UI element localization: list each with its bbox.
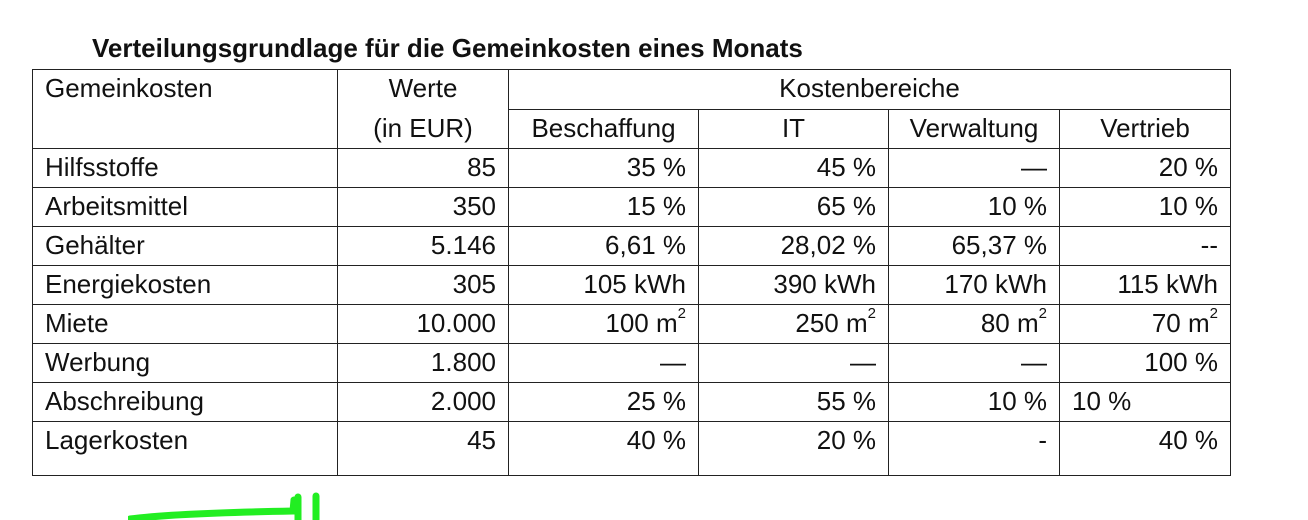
cell-beschaffung: 35 % xyxy=(508,148,699,188)
superscript: 2 xyxy=(1038,305,1047,323)
row-value: 350 xyxy=(337,187,509,227)
cell-beschaffung: 40 % xyxy=(508,421,699,476)
cell-vertrieb: 70 m2 xyxy=(1059,304,1231,344)
cell-it: 65 % xyxy=(698,187,889,227)
cell-it: 20 % xyxy=(698,421,889,476)
superscript: 2 xyxy=(1209,305,1218,323)
row-name: Arbeitsmittel xyxy=(32,187,338,227)
cell-verwaltung: 10 % xyxy=(888,382,1060,422)
cell-it: 390 kWh xyxy=(698,265,889,305)
header-vertrieb: Vertrieb xyxy=(1059,109,1231,149)
cell-vertrieb: -- xyxy=(1059,226,1231,266)
row-name: Miete xyxy=(32,304,338,344)
cell-it: 250 m2 xyxy=(698,304,889,344)
table-row: Lagerkosten 45 40 % 20 % - 40 % xyxy=(32,421,1231,476)
cell-beschaffung: — xyxy=(508,343,699,383)
table-row: Abschreibung 2.000 25 % 55 % 10 % 10 % xyxy=(32,382,1231,422)
cell-vertrieb: 100 % xyxy=(1059,343,1231,383)
table-row: Arbeitsmittel 350 15 % 65 % 10 % 10 % xyxy=(32,187,1231,227)
cell-beschaffung: 105 kWh xyxy=(508,265,699,305)
cell-vertrieb: 115 kWh xyxy=(1059,265,1231,305)
header-it: IT xyxy=(698,109,889,149)
cell-verwaltung: — xyxy=(888,148,1060,188)
header-werte-unit: (in EUR) xyxy=(337,109,509,149)
cell-verwaltung: 170 kWh xyxy=(888,265,1060,305)
cell-vertrieb: 20 % xyxy=(1059,148,1231,188)
row-value: 45 xyxy=(337,421,509,476)
row-name: Energiekosten xyxy=(32,265,338,305)
header-kostenbereiche: Kostenbereiche xyxy=(508,69,1231,110)
cell-it: 55 % xyxy=(698,382,889,422)
cell-vertrieb: 40 % xyxy=(1059,421,1231,476)
cell-verwaltung: - xyxy=(888,421,1060,476)
table-row: Hilfsstoffe 85 35 % 45 % — 20 % xyxy=(32,148,1231,188)
header-gemeinkosten: Gemeinkosten xyxy=(32,69,338,110)
row-value: 85 xyxy=(337,148,509,188)
row-value: 1.800 xyxy=(337,343,509,383)
row-name: Hilfsstoffe xyxy=(32,148,338,188)
cell-verwaltung: 65,37 % xyxy=(888,226,1060,266)
page-title: Verteilungsgrundlage für die Gemeinkoste… xyxy=(92,33,803,63)
cell-it: 28,02 % xyxy=(698,226,889,266)
row-name: Lagerkosten xyxy=(32,421,338,476)
row-name: Werbung xyxy=(32,343,338,383)
cell-beschaffung: 100 m2 xyxy=(508,304,699,344)
table-subheader-row: (in EUR) Beschaffung IT Verwaltung Vertr… xyxy=(32,109,1231,149)
table-row: Energiekosten 305 105 kWh 390 kWh 170 kW… xyxy=(32,265,1231,305)
table-row: Gehälter 5.146 6,61 % 28,02 % 65,37 % -- xyxy=(32,226,1231,266)
row-value: 5.146 xyxy=(337,226,509,266)
table-row: Miete 10.000 100 m2 250 m2 80 m2 70 m2 xyxy=(32,304,1231,344)
green-highlight-mark xyxy=(128,492,320,520)
row-value: 10.000 xyxy=(337,304,509,344)
row-value: 2.000 xyxy=(337,382,509,422)
header-werte: Werte xyxy=(337,69,509,110)
cost-distribution-table: Gemeinkosten Werte Kostenbereiche (in EU… xyxy=(32,69,1231,476)
header-gemeinkosten-continued xyxy=(32,109,338,149)
cell-beschaffung: 25 % xyxy=(508,382,699,422)
row-name: Gehälter xyxy=(32,226,338,266)
superscript: 2 xyxy=(677,305,686,323)
cell-it: — xyxy=(698,343,889,383)
cell-beschaffung: 15 % xyxy=(508,187,699,227)
row-name: Abschreibung xyxy=(32,382,338,422)
header-beschaffung: Beschaffung xyxy=(508,109,699,149)
superscript: 2 xyxy=(867,305,876,323)
cell-verwaltung: 80 m2 xyxy=(888,304,1060,344)
cell-beschaffung: 6,61 % xyxy=(508,226,699,266)
row-value: 305 xyxy=(337,265,509,305)
cell-verwaltung: 10 % xyxy=(888,187,1060,227)
header-verwaltung: Verwaltung xyxy=(888,109,1060,149)
table-header-row: Gemeinkosten Werte Kostenbereiche xyxy=(32,69,1231,110)
cell-vertrieb: 10 % xyxy=(1059,382,1231,422)
cell-vertrieb: 10 % xyxy=(1059,187,1231,227)
cell-it: 45 % xyxy=(698,148,889,188)
cell-verwaltung: — xyxy=(888,343,1060,383)
table-row: Werbung 1.800 — — — 100 % xyxy=(32,343,1231,383)
